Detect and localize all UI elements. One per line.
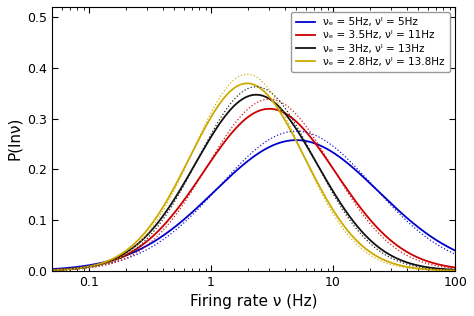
Line: νₑ = 3.5Hz, νᴵ = 11Hz: νₑ = 3.5Hz, νᴵ = 11Hz	[41, 109, 474, 270]
νₑ = 2.8Hz, νᴵ = 13.8Hz	[38, 269, 44, 272]
Legend: νₑ = 5Hz, νᴵ = 5Hz, νₑ = 3.5Hz, νᴵ = 11Hz, νₑ = 3Hz, νᴵ = 13Hz, νₑ = 2.8Hz, νᴵ =: νₑ = 5Hz, νᴵ = 5Hz, νₑ = 3.5Hz, νᴵ = 11H…	[291, 12, 450, 72]
νₑ = 3.5Hz, νᴵ = 11Hz	[266, 107, 272, 111]
X-axis label: Firing rate ν (Hz): Firing rate ν (Hz)	[190, 294, 318, 309]
νₑ = 2.8Hz, νᴵ = 13.8Hz	[91, 264, 97, 267]
Line: νₑ = 3Hz, νᴵ = 13Hz: νₑ = 3Hz, νᴵ = 13Hz	[41, 95, 474, 270]
νₑ = 5Hz, νᴵ = 5Hz	[219, 182, 225, 186]
νₑ = 5Hz, νᴵ = 5Hz	[450, 248, 456, 252]
νₑ = 3Hz, νᴵ = 13Hz	[239, 97, 245, 101]
νₑ = 3.5Hz, νᴵ = 11Hz	[450, 265, 456, 269]
νₑ = 3Hz, νᴵ = 13Hz	[219, 118, 225, 122]
νₑ = 5Hz, νᴵ = 5Hz	[293, 138, 299, 142]
νₑ = 5Hz, νᴵ = 5Hz	[119, 255, 125, 258]
Y-axis label: P(lnν): P(lnν)	[7, 117, 22, 161]
νₑ = 5Hz, νᴵ = 5Hz	[91, 262, 97, 266]
νₑ = 2.8Hz, νᴵ = 13.8Hz	[219, 99, 225, 103]
νₑ = 3.5Hz, νᴵ = 11Hz	[91, 264, 97, 268]
νₑ = 2.8Hz, νᴵ = 13.8Hz	[450, 269, 456, 272]
νₑ = 3Hz, νᴵ = 13Hz	[91, 264, 97, 267]
νₑ = 2.8Hz, νᴵ = 13.8Hz	[119, 251, 125, 255]
Line: νₑ = 5Hz, νᴵ = 5Hz: νₑ = 5Hz, νᴵ = 5Hz	[41, 140, 474, 270]
νₑ = 3Hz, νᴵ = 13Hz	[38, 268, 44, 272]
νₑ = 3Hz, νᴵ = 13Hz	[254, 93, 259, 97]
νₑ = 3.5Hz, νᴵ = 11Hz	[239, 120, 245, 124]
νₑ = 3Hz, νᴵ = 13Hz	[119, 253, 125, 257]
νₑ = 3.5Hz, νᴵ = 11Hz	[38, 268, 44, 272]
νₑ = 3.5Hz, νᴵ = 11Hz	[219, 144, 225, 148]
νₑ = 2.8Hz, νᴵ = 13.8Hz	[244, 82, 250, 85]
Line: νₑ = 2.8Hz, νᴵ = 13.8Hz: νₑ = 2.8Hz, νᴵ = 13.8Hz	[41, 83, 474, 270]
νₑ = 3Hz, νᴵ = 13Hz	[450, 268, 456, 271]
νₑ = 2.8Hz, νᴵ = 13.8Hz	[239, 82, 245, 86]
νₑ = 5Hz, νᴵ = 5Hz	[239, 164, 245, 167]
νₑ = 3.5Hz, νᴵ = 11Hz	[119, 255, 125, 259]
νₑ = 5Hz, νᴵ = 5Hz	[38, 268, 44, 271]
